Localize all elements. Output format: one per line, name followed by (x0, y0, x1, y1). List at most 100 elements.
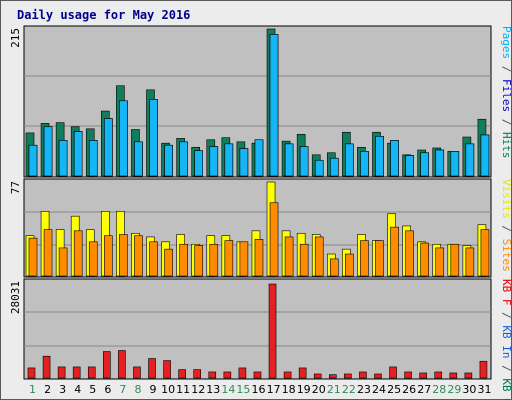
bar-pages-day-16 (254, 139, 264, 177)
bar-sites-day-20 (314, 236, 324, 277)
bar-kb-day-28 (434, 371, 443, 379)
bar-pages-day-29 (450, 151, 460, 177)
panel-middle-legend-item-2: / (500, 219, 512, 239)
bar-kb-day-3 (57, 366, 66, 379)
day-label-19: 19 (297, 383, 311, 396)
bar-pages-day-24 (375, 136, 384, 177)
bar-pages-day-21 (329, 157, 339, 177)
day-label-16: 16 (252, 383, 266, 396)
day-label-7: 7 (119, 383, 126, 396)
panel-top-legend-item-4: / (500, 112, 512, 132)
day-label-12: 12 (191, 383, 205, 396)
bar-kb-day-17 (268, 283, 277, 379)
bar-kb-day-21 (328, 374, 337, 379)
bar-sites-day-3 (58, 247, 68, 277)
bar-sites-day-12 (194, 245, 204, 277)
bar-pages-day-7 (119, 100, 128, 177)
bar-sites-day-5 (88, 241, 98, 277)
bar-sites-day-16 (254, 239, 264, 277)
bar-pages-day-18 (284, 143, 294, 177)
bar-pages-day-8 (134, 141, 143, 177)
bar-pages-day-30 (465, 143, 475, 177)
bar-kb-day-25 (389, 366, 397, 379)
day-label-9: 9 (150, 383, 157, 396)
panel-bottom-max-label: 28031 (9, 281, 22, 314)
bar-kb-day-22 (344, 373, 352, 379)
panel-bottom-legend-item-1: KB F (500, 279, 512, 306)
bar-pages-day-22 (345, 143, 354, 177)
day-label-25: 25 (387, 383, 401, 396)
bar-kb-day-14 (223, 371, 232, 379)
bar-sites-day-15 (239, 241, 249, 277)
panel-middle-legend: Visits / Sites (500, 179, 512, 272)
bar-kb-day-27 (419, 372, 427, 379)
bar-kb-day-23 (359, 371, 367, 379)
bar-pages-day-26 (405, 155, 414, 177)
bar-kb-day-12 (193, 369, 202, 379)
bar-pages-day-1 (28, 144, 38, 177)
day-label-1: 1 (29, 383, 36, 396)
bar-sites-day-27 (420, 242, 429, 277)
bar-sites-day-2 (43, 229, 53, 277)
bar-kb-day-2 (42, 355, 51, 379)
bar-sites-day-23 (360, 240, 369, 277)
bar-pages-day-10 (164, 144, 173, 177)
bar-kb-day-26 (404, 371, 412, 379)
bar-kb-day-29 (449, 372, 458, 379)
day-label-11: 11 (176, 383, 190, 396)
bar-pages-day-27 (420, 152, 429, 177)
bar-kb-day-20 (313, 373, 322, 379)
day-label-13: 13 (206, 383, 220, 396)
bar-kb-day-10 (163, 360, 171, 379)
bar-kb-day-11 (178, 369, 186, 379)
bar-kb-day-4 (72, 366, 81, 379)
bar-sites-day-28 (435, 247, 445, 277)
bar-pages-day-14 (224, 143, 234, 177)
bar-sites-day-11 (179, 243, 188, 277)
day-label-21: 21 (327, 383, 341, 396)
day-label-30: 30 (462, 383, 476, 396)
day-label-28: 28 (432, 383, 446, 396)
bar-pages-day-19 (299, 146, 309, 177)
bar-sites-day-13 (209, 243, 219, 277)
bar-pages-day-11 (179, 141, 188, 177)
panel-bottom-legend-item-5: KB Out (500, 378, 512, 400)
bar-sites-day-26 (405, 230, 414, 277)
day-label-29: 29 (447, 383, 461, 396)
day-label-26: 26 (402, 383, 416, 396)
day-label-17: 17 (267, 383, 281, 396)
bar-kb-day-18 (283, 371, 292, 379)
bar-pages-day-4 (73, 131, 83, 177)
bar-pages-day-23 (360, 151, 369, 177)
bar-pages-day-13 (209, 146, 219, 177)
bar-pages-day-25 (390, 140, 399, 177)
bar-kb-day-9 (148, 358, 156, 379)
bar-pages-day-2 (43, 126, 53, 177)
bar-kb-day-15 (238, 367, 247, 379)
bar-sites-day-7 (119, 234, 128, 277)
panel-bottom-legend: KB F / KB In / KB Out (500, 279, 512, 400)
bar-kb-day-13 (208, 371, 217, 379)
day-label-4: 4 (74, 383, 81, 396)
day-label-8: 8 (134, 383, 141, 396)
panel-top-legend-item-5: Hits (500, 132, 512, 159)
bar-pages-day-17 (269, 34, 279, 177)
day-label-2: 2 (44, 383, 51, 396)
bar-kb-day-19 (298, 367, 307, 379)
bar-sites-day-1 (28, 237, 38, 277)
bar-sites-day-24 (375, 240, 384, 277)
bar-pages-day-20 (314, 159, 324, 177)
bar-pages-day-6 (104, 118, 113, 177)
bar-sites-day-22 (345, 253, 354, 277)
panel-top-max-label: 215 (9, 28, 22, 48)
bar-sites-day-8 (134, 235, 143, 277)
bar-sites-day-4 (73, 230, 83, 277)
panel-bottom-legend-item-3: KB In (500, 325, 512, 358)
day-label-3: 3 (59, 383, 66, 396)
bar-kb-day-16 (253, 371, 262, 379)
bar-sites-day-19 (299, 243, 309, 277)
day-label-23: 23 (357, 383, 371, 396)
bar-sites-day-25 (390, 226, 399, 277)
bar-pages-day-31 (480, 134, 490, 177)
